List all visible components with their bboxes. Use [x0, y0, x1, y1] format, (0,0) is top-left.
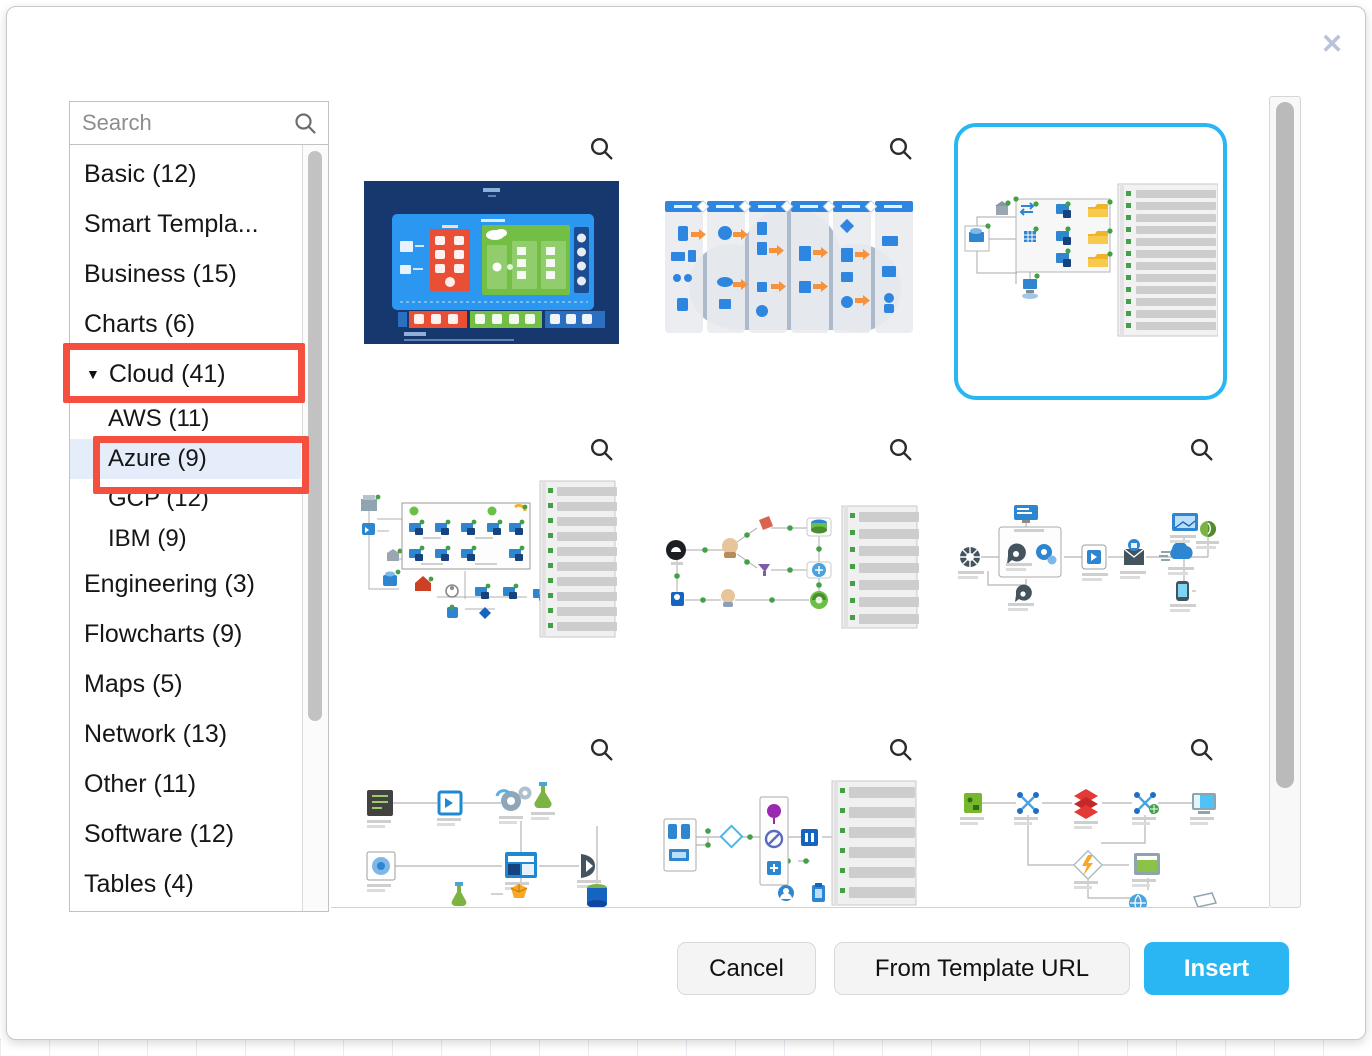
sidebar-item-business[interactable]: Business (15)	[84, 260, 237, 288]
sidebar-scrollbar-thumb[interactable]	[308, 151, 322, 721]
sidebar-item-basic[interactable]: Basic (12)	[84, 160, 197, 188]
sidebar-item-azure[interactable]: Azure (9)	[70, 439, 301, 479]
sidebar-item-software[interactable]: Software (12)	[84, 820, 235, 848]
template-6-image	[956, 499, 1219, 614]
category-list: Basic (12) Smart Templa... Business (15)…	[69, 144, 329, 912]
search-input[interactable]	[70, 102, 288, 144]
cancel-button[interactable]: Cancel	[677, 942, 816, 995]
sidebar-item-tables[interactable]: Tables (4)	[84, 870, 194, 898]
insert-button[interactable]: Insert	[1144, 942, 1289, 995]
preview-template-1-icon[interactable]	[589, 136, 615, 162]
sidebar-item-cloud[interactable]: ▼ Cloud (41)	[70, 349, 301, 399]
sidebar-item-ibm[interactable]: IBM (9)	[108, 525, 187, 552]
template-thumbnail-6[interactable]	[956, 499, 1219, 614]
preview-template-7-icon[interactable]	[589, 737, 615, 763]
template-9-image	[956, 783, 1219, 907]
sidebar-item-aws[interactable]: AWS (11)	[108, 405, 210, 432]
preview-template-9-icon[interactable]	[1189, 737, 1215, 763]
sidebar-item-other[interactable]: Other (11)	[84, 770, 197, 798]
preview-template-8-icon[interactable]	[888, 737, 914, 763]
template-picker-dialog: ✕ Basic (12) Smart Templa... Business (1…	[6, 6, 1366, 1040]
search-box	[69, 101, 329, 145]
sidebar-item-smart-templates[interactable]: Smart Templa...	[84, 210, 259, 238]
template-5-image	[659, 488, 919, 633]
grid-scrollbar-thumb[interactable]	[1276, 102, 1294, 788]
template-thumbnail-4[interactable]	[357, 479, 617, 639]
preview-template-4-icon[interactable]	[589, 437, 615, 463]
template-grid	[331, 96, 1269, 908]
sidebar-item-cloud-label: Cloud (41)	[108, 360, 226, 388]
drawing-canvas-grid	[0, 1038, 1372, 1056]
template-thumbnail-9[interactable]	[956, 783, 1219, 907]
template-1-image	[364, 181, 619, 344]
search-icon	[295, 113, 316, 134]
template-thumbnail-8[interactable]	[656, 779, 919, 907]
template-8-image	[656, 779, 919, 907]
sidebar-item-charts[interactable]: Charts (6)	[84, 310, 196, 338]
sidebar-item-network[interactable]: Network (13)	[84, 720, 228, 748]
template-thumbnail-7[interactable]	[359, 776, 619, 907]
chevron-down-icon: ▼	[86, 366, 100, 382]
template-2-image	[661, 186, 919, 348]
template-thumbnail-2[interactable]	[661, 186, 919, 348]
sidebar-scrollbar-track[interactable]	[302, 145, 328, 911]
preview-template-2-icon[interactable]	[888, 136, 914, 162]
sidebar-item-flowcharts[interactable]: Flowcharts (9)	[84, 620, 243, 648]
from-template-url-button[interactable]: From Template URL	[834, 942, 1130, 995]
sidebar-item-engineering[interactable]: Engineering (3)	[84, 570, 255, 598]
close-icon[interactable]: ✕	[1320, 29, 1344, 59]
sidebar-item-maps[interactable]: Maps (5)	[84, 670, 183, 698]
preview-template-5-icon[interactable]	[888, 437, 914, 463]
template-thumbnail-5[interactable]	[659, 488, 919, 633]
grid-scrollbar-track[interactable]	[1269, 96, 1301, 908]
sidebar-item-gcp[interactable]: GCP (12)	[108, 485, 209, 512]
template-4-image	[357, 479, 617, 639]
template-7-image	[359, 776, 619, 907]
preview-template-6-icon[interactable]	[1189, 437, 1215, 463]
template-thumbnail-3-selected[interactable]	[954, 123, 1227, 400]
template-3-image	[963, 179, 1218, 344]
template-thumbnail-1[interactable]	[364, 181, 619, 344]
